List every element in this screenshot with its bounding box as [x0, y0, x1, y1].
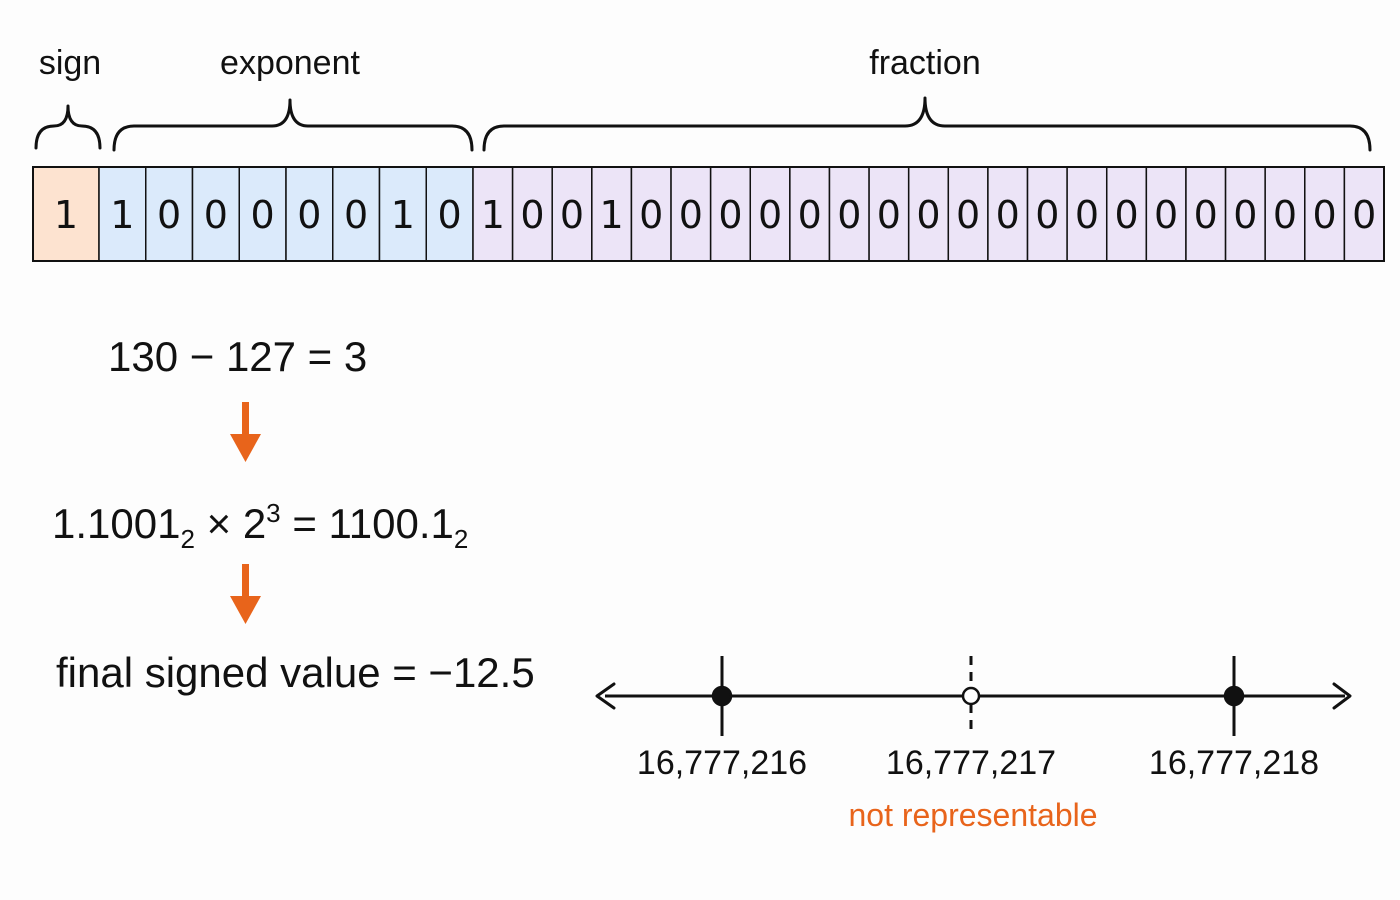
- exponent-bit: 1: [110, 193, 134, 237]
- fraction-bit: 0: [1194, 193, 1218, 237]
- sign-brace: [34, 104, 102, 150]
- result-base: 2: [453, 524, 469, 554]
- scientific-notation: 1.10012 × 23 = 1100.12: [52, 500, 468, 552]
- fraction-bit: 0: [718, 193, 742, 237]
- exponent-bit: 0: [157, 193, 181, 237]
- representable-point: [711, 685, 733, 707]
- fraction-bit: 1: [481, 193, 505, 237]
- equals-sign: =: [292, 500, 317, 547]
- representable-point: [1223, 685, 1245, 707]
- exponent-bit: 1: [391, 193, 415, 237]
- fraction-bit: 0: [1035, 193, 1059, 237]
- number-line-label: 16,777,217: [886, 744, 1056, 782]
- exponent-bit-cell: [98, 166, 147, 262]
- fraction-bit: 0: [679, 193, 703, 237]
- exponent-bit-cell: [378, 166, 427, 262]
- fraction-bit: 0: [996, 193, 1020, 237]
- fraction-bit: 0: [1273, 193, 1297, 237]
- fraction-bit: 0: [1075, 193, 1099, 237]
- fraction-bit-cell: [868, 166, 910, 262]
- final-value: final signed value = −12.5: [56, 649, 535, 696]
- sign-label: sign: [39, 44, 101, 82]
- power-base: 2: [242, 500, 267, 547]
- arrow-down-icon: [230, 564, 261, 624]
- mantissa: 1.1001: [52, 500, 181, 547]
- exponent-bit: 0: [297, 193, 321, 237]
- fraction-bit: 0: [758, 193, 782, 237]
- not-representable-note: not representable: [848, 797, 1097, 833]
- fraction-bit: 0: [1312, 193, 1336, 237]
- fraction-brace: [482, 96, 1372, 152]
- fraction-bit: 1: [600, 193, 624, 237]
- exponent-bit: 0: [344, 193, 368, 237]
- fraction-bit-cell: [789, 166, 831, 262]
- fraction-bit: 0: [837, 193, 861, 237]
- unrepresentable-point: [961, 686, 981, 706]
- fraction-bit: 0: [798, 193, 822, 237]
- fraction-bit: 0: [520, 193, 544, 237]
- exponent-calculation: 130 − 127 = 3: [108, 333, 368, 380]
- fraction-bit-cell: [472, 166, 514, 262]
- number-line: 16,777,216 16,777,217 16,777,218: [595, 656, 1352, 782]
- fraction-bit: 0: [1114, 193, 1138, 237]
- fraction-bit: 0: [1352, 193, 1376, 237]
- arrow-left-icon: [595, 682, 616, 710]
- exponent-bit: 0: [251, 193, 275, 237]
- fraction-bit: 0: [1233, 193, 1257, 237]
- fraction-bit-cell: [828, 166, 870, 262]
- sign-bit-cell: [32, 166, 100, 262]
- exponent-bit: 0: [204, 193, 228, 237]
- binary-result: 1100.1: [328, 500, 454, 547]
- fraction-bit: 0: [1154, 193, 1178, 237]
- fraction-bit: 0: [956, 193, 980, 237]
- fraction-bit-cell: [987, 166, 1029, 262]
- fraction-bit: 0: [877, 193, 901, 237]
- fraction-bit: 0: [916, 193, 940, 237]
- arrow-down-icon: [230, 402, 261, 462]
- fraction-bit-cell: [551, 166, 593, 262]
- fraction-bit-cell: [1185, 166, 1227, 262]
- arrow-right-icon: [1332, 682, 1352, 710]
- number-line-label: 16,777,218: [1149, 744, 1319, 782]
- fraction-bit-cell: [1224, 166, 1266, 262]
- number-line-label: 16,777,216: [637, 744, 807, 782]
- exponent-bit-cell: [285, 166, 334, 262]
- fraction-bit-cell: [709, 166, 752, 262]
- fraction-label: fraction: [869, 44, 981, 82]
- fraction-bit-cell: [749, 166, 791, 262]
- mantissa-base: 2: [180, 524, 195, 554]
- fraction-bit-cell: [907, 166, 950, 262]
- fraction-bit: 0: [560, 193, 584, 237]
- exponent-brace: [112, 98, 474, 152]
- fraction-bit-cell: [1145, 166, 1187, 262]
- exponent-label: exponent: [220, 44, 360, 82]
- power-exponent: 3: [266, 498, 281, 528]
- sign-bit: 1: [54, 193, 78, 237]
- times-sign: ×: [206, 500, 232, 547]
- bit-row-border: [32, 166, 1385, 262]
- fraction-bit: 0: [639, 193, 663, 237]
- exponent-bit: 0: [438, 193, 462, 237]
